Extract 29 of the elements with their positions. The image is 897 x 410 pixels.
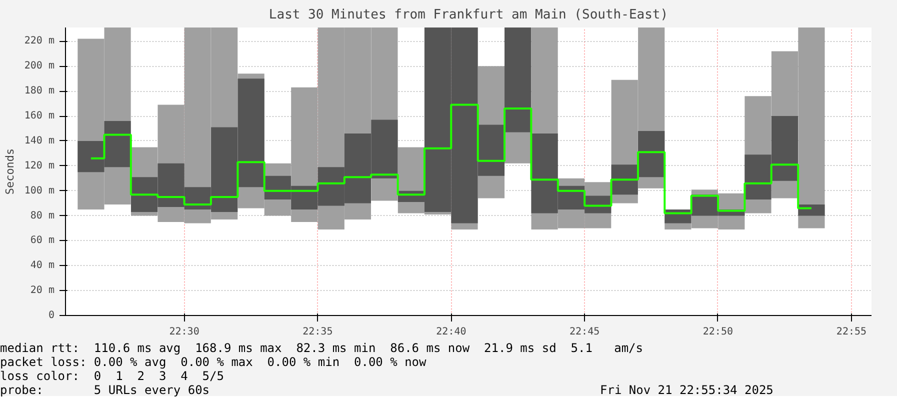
y-tick-label: 20 m — [30, 285, 55, 296]
y-tick-label: 80 m — [30, 210, 55, 222]
x-tick-label: 22:30 — [169, 326, 200, 338]
x-tick-label: 22:45 — [570, 326, 600, 338]
text: Fri Nov 21 22:55:34 2025 — [600, 382, 774, 399]
x-tick-label: 22:40 — [436, 326, 466, 338]
y-tick-label: 140 m — [24, 135, 55, 146]
y-tick-label: 60 m — [30, 235, 55, 246]
y-tick-label: 200 m — [24, 60, 55, 72]
text: loss color: 0 1 2 3 4 5/5 — [0, 369, 224, 384]
x-tick-label: 22:50 — [702, 326, 734, 338]
bar — [638, 130, 665, 178]
text: median rtt: 110.6 ms avg 168.9 ms max 82.3 ms min 86.6 ms now 21.9 ms sd 5.1 am/s — [0, 340, 643, 356]
x-tick-label: 22:55 — [836, 326, 867, 338]
bar — [798, 204, 825, 216]
chart-title: Last 30 Minutes from Frankfurt am Main (South-East) — [268, 8, 668, 22]
y-axis-title: Seconds — [3, 148, 16, 195]
y-tick-label: 0 — [48, 310, 55, 321]
y-tick-label: 120 m — [24, 160, 55, 172]
y-tick-label: 220 m — [24, 36, 55, 47]
text: packet loss: 0.00 % avg 0.00 % max 0.00 % min 0.00 % now — [0, 355, 426, 370]
y-tick-label: 40 m — [30, 260, 55, 272]
bar — [611, 164, 638, 195]
y-tick-label: 160 m — [24, 110, 55, 122]
text: probe: 5 URLs every 60s — [0, 382, 210, 399]
y-tick-label: 180 m — [24, 86, 55, 97]
bar — [504, 28, 532, 132]
y-tick-label: 100 m — [24, 185, 55, 196]
x-tick-label: 22:35 — [302, 326, 333, 338]
